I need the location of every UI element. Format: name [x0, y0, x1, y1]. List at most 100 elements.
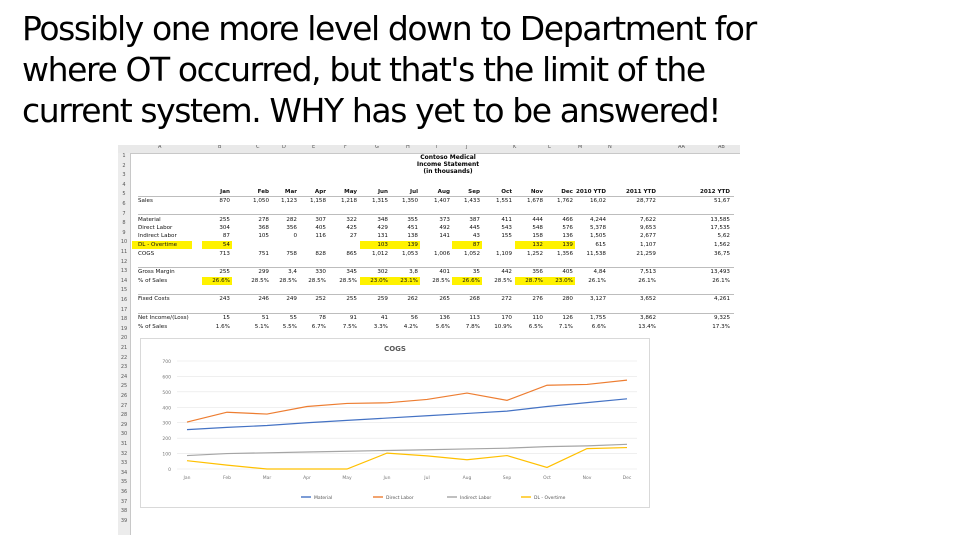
table-cell[interactable]: 299 [258, 269, 269, 275]
table-cell[interactable]: 5,62 [717, 233, 730, 239]
row-number[interactable]: 10 [120, 239, 128, 246]
table-cell[interactable]: 27 [349, 233, 357, 239]
table-cell[interactable]: 348 [377, 217, 388, 223]
table-cell[interactable]: 307 [315, 217, 326, 223]
table-cell[interactable]: 126 [562, 315, 573, 321]
table-cell[interactable]: 4,84 [593, 269, 606, 275]
column-header-f[interactable]: F [344, 145, 347, 150]
table-cell[interactable]: 1.6% [215, 324, 230, 330]
table-cell[interactable]: 1,107 [639, 242, 656, 248]
table-cell[interactable]: 3,862 [639, 315, 656, 321]
table-cell[interactable]: 28,772 [636, 198, 656, 204]
table-cell[interactable]: 1,050 [252, 198, 269, 204]
row-number[interactable]: 7 [122, 210, 126, 217]
table-cell[interactable]: 28.5% [494, 278, 512, 284]
row-number[interactable]: 16 [120, 297, 128, 303]
table-cell[interactable]: 356 [532, 269, 543, 275]
row-number[interactable]: 12 [120, 258, 128, 265]
column-header-i[interactable]: I [436, 145, 438, 150]
table-cell[interactable]: 492 [439, 225, 450, 231]
table-cell[interactable]: 4.2% [403, 324, 418, 330]
table-cell[interactable]: 155 [501, 233, 512, 239]
table-cell[interactable]: 751 [258, 251, 269, 257]
table-cell[interactable]: 304 [219, 225, 230, 231]
row-number[interactable]: 39 [120, 517, 128, 524]
table-cell[interactable]: 87 [222, 233, 230, 239]
table-cell[interactable]: 5.5% [282, 324, 297, 330]
table-cell[interactable]: 1,678 [526, 198, 543, 204]
table-cell[interactable]: 21,259 [636, 251, 656, 257]
table-cell[interactable]: 243 [219, 296, 230, 302]
row-number[interactable]: 13 [120, 268, 128, 275]
row-number[interactable]: 17 [120, 306, 128, 313]
table-cell[interactable]: 138 [407, 233, 418, 239]
table-cell[interactable]: 1,052 [463, 251, 480, 257]
table-cell[interactable]: 615 [595, 242, 606, 248]
table-cell[interactable]: 870 [219, 198, 230, 204]
table-cell[interactable]: 543 [501, 225, 512, 231]
table-cell[interactable]: 3,4 [288, 269, 297, 275]
table-cell[interactable]: 9,653 [639, 225, 656, 231]
column-header-aa[interactable]: AA [678, 145, 685, 150]
column-header-m[interactable]: M [578, 145, 583, 150]
table-cell[interactable]: 865 [346, 251, 357, 257]
row-number[interactable]: 18 [120, 316, 128, 323]
table-cell[interactable]: 276 [532, 296, 543, 302]
row-number[interactable]: 23 [120, 364, 128, 371]
table-cell[interactable]: 7,622 [639, 217, 656, 223]
table-cell[interactable]: 268 [469, 296, 480, 302]
table-cell[interactable]: 54 [222, 242, 230, 248]
table-cell[interactable]: 373 [439, 217, 450, 223]
row-number[interactable]: 2 [122, 162, 126, 169]
table-cell[interactable]: 442 [501, 269, 512, 275]
table-cell[interactable]: 10.9% [494, 324, 512, 330]
table-cell[interactable]: 3,8 [409, 269, 418, 275]
table-cell[interactable]: 158 [532, 233, 543, 239]
table-cell[interactable]: 16,02 [589, 198, 606, 204]
column-header-d[interactable]: D [282, 145, 286, 150]
table-cell[interactable]: 466 [562, 217, 573, 223]
table-cell[interactable]: 425 [346, 225, 357, 231]
table-cell[interactable]: 26.6% [462, 278, 480, 284]
table-cell[interactable]: 139 [407, 242, 418, 248]
table-cell[interactable]: 43 [472, 233, 480, 239]
table-cell[interactable]: 113 [469, 315, 480, 321]
table-cell[interactable]: 9,325 [713, 315, 730, 321]
row-number[interactable]: 14 [120, 277, 128, 284]
table-cell[interactable]: 1,012 [371, 251, 388, 257]
row-number[interactable]: 29 [120, 421, 128, 428]
table-cell[interactable]: 139 [562, 242, 573, 248]
table-cell[interactable]: 429 [377, 225, 388, 231]
row-number[interactable]: 20 [120, 335, 128, 342]
table-cell[interactable]: 26.1% [588, 278, 606, 284]
table-cell[interactable]: 249 [286, 296, 297, 302]
row-number[interactable]: 11 [120, 249, 128, 255]
table-cell[interactable]: 576 [562, 225, 573, 231]
row-number[interactable]: 15 [120, 287, 128, 294]
table-cell[interactable]: 28.7% [525, 278, 543, 284]
table-cell[interactable]: 132 [532, 242, 543, 248]
table-cell[interactable]: 265 [439, 296, 450, 302]
table-cell[interactable]: 0 [293, 233, 297, 239]
table-cell[interactable]: 405 [562, 269, 573, 275]
table-cell[interactable]: 15 [222, 315, 230, 321]
row-number[interactable]: 21 [120, 345, 128, 351]
table-cell[interactable]: 1,505 [589, 233, 606, 239]
row-number[interactable]: 28 [120, 412, 128, 419]
column-header-c[interactable]: C [256, 145, 260, 150]
table-cell[interactable]: 3,652 [639, 296, 656, 302]
column-header-n[interactable]: N [608, 145, 612, 150]
table-cell[interactable]: 3,127 [589, 296, 606, 302]
table-cell[interactable]: 302 [377, 269, 388, 275]
table-cell[interactable]: 23.0% [370, 278, 388, 284]
table-cell[interactable]: 272 [501, 296, 512, 302]
table-cell[interactable]: 56 [410, 315, 418, 321]
table-cell[interactable]: 1,551 [495, 198, 512, 204]
table-cell[interactable]: 23.1% [400, 278, 418, 284]
table-cell[interactable]: 55 [289, 315, 297, 321]
column-header-g[interactable]: G [375, 145, 379, 150]
table-cell[interactable]: 136 [439, 315, 450, 321]
row-number[interactable]: 8 [122, 220, 126, 227]
table-cell[interactable]: 3.3% [373, 324, 388, 330]
table-cell[interactable]: 1,123 [280, 198, 297, 204]
